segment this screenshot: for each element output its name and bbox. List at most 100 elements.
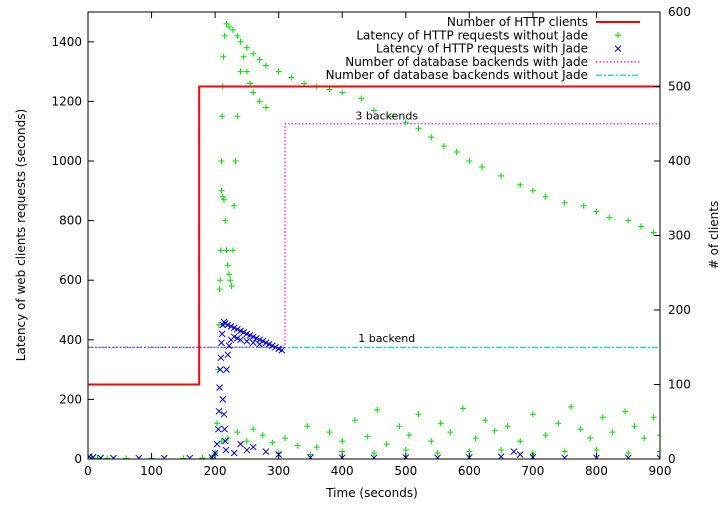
- data-point: [491, 427, 498, 434]
- data-point: [561, 448, 568, 455]
- data-point: [339, 89, 346, 96]
- data-point: [269, 439, 276, 446]
- y2-tick-label: 100: [668, 378, 691, 392]
- data-point: [262, 62, 269, 69]
- data-point: [240, 53, 247, 60]
- y-tick-label: 600: [59, 273, 82, 287]
- data-point: [234, 32, 241, 39]
- data-point: [631, 423, 638, 430]
- plot-layer: [88, 20, 660, 459]
- data-point: [294, 442, 301, 449]
- data-point: [542, 432, 549, 439]
- data-point: [237, 68, 244, 75]
- data-point: [479, 163, 486, 170]
- data-point: [219, 113, 226, 120]
- y2-tick-label: 300: [668, 229, 691, 243]
- legend-label-2: Latency of HTTP requests with Jade: [376, 42, 588, 56]
- data-point: [498, 172, 505, 179]
- data-point: [97, 454, 105, 459]
- data-point: [259, 432, 266, 439]
- data-point: [217, 354, 225, 362]
- data-point: [222, 446, 230, 454]
- data-point: [218, 330, 226, 338]
- data-point: [370, 454, 378, 459]
- x-tick-label: 800: [585, 464, 608, 478]
- data-point: [221, 32, 228, 39]
- data-point: [577, 426, 584, 433]
- data-point: [224, 351, 232, 359]
- data-point: [580, 202, 587, 209]
- data-point: [599, 414, 606, 421]
- data-point: [415, 125, 422, 132]
- data-point: [221, 425, 228, 433]
- data-point: [447, 429, 454, 436]
- data-point: [593, 208, 600, 215]
- data-point: [624, 454, 632, 459]
- y-tick-label: 0: [74, 452, 82, 466]
- data-point: [568, 403, 575, 410]
- data-point: [498, 447, 505, 454]
- series-line-0: [88, 85, 660, 386]
- y-tick-label: 200: [59, 392, 82, 406]
- y2-axis-label: # of clients: [707, 201, 721, 269]
- data-point: [243, 337, 251, 345]
- data-point: [609, 429, 616, 436]
- x-tick-label: 200: [204, 464, 227, 478]
- data-point: [220, 410, 228, 418]
- data-point: [262, 448, 270, 455]
- y-tick-label: 800: [59, 214, 82, 228]
- x-axis-label: Time (seconds): [325, 486, 418, 500]
- data-point: [516, 451, 524, 458]
- data-point: [542, 193, 549, 200]
- data-point: [625, 450, 632, 457]
- data-point: [243, 438, 250, 445]
- y-tick-label: 1400: [51, 35, 82, 49]
- data-point: [517, 438, 524, 445]
- data-point: [229, 247, 236, 254]
- data-point: [587, 435, 594, 442]
- data-point: [304, 423, 311, 430]
- data-point: [218, 158, 225, 164]
- data-point: [364, 433, 371, 440]
- data-point: [529, 187, 536, 194]
- data-point: [402, 447, 409, 454]
- axes-layer: 0 100 200 300 400 500 600 700 800 900020040060080…: [51, 5, 690, 478]
- x-tick-label: 500: [394, 464, 417, 478]
- data-point: [510, 448, 518, 455]
- data-point: [208, 454, 216, 459]
- x-tick-label: 900: [649, 464, 672, 478]
- data-point: [641, 435, 648, 442]
- data-point: [250, 50, 257, 57]
- data-point: [216, 286, 223, 293]
- data-point: [561, 199, 568, 206]
- data-point: [282, 435, 289, 442]
- data-point: [110, 454, 117, 459]
- data-point: [256, 98, 263, 105]
- data-point: [482, 417, 489, 424]
- data-point: [230, 449, 238, 457]
- data-point: [222, 217, 229, 224]
- data-point: [218, 339, 225, 347]
- data-point: [223, 366, 230, 373]
- data-point: [226, 271, 233, 278]
- data-point: [656, 454, 660, 459]
- data-point: [307, 451, 314, 458]
- data-point: [237, 440, 244, 448]
- data-point: [94, 455, 101, 459]
- series-points-1: [88, 20, 660, 459]
- data-point: [472, 435, 479, 442]
- y2-tick-label: 500: [668, 80, 691, 94]
- data-point: [231, 202, 238, 209]
- y2-tick-label: 400: [668, 154, 691, 168]
- data-point: [215, 321, 222, 328]
- x-tick-label: 300: [267, 464, 290, 478]
- y-tick-label: 1000: [51, 154, 82, 168]
- annotations: 3 backends 1 backend: [355, 109, 418, 345]
- data-point: [466, 158, 473, 164]
- data-point: [555, 420, 562, 427]
- data-point: [326, 429, 333, 436]
- data-point: [657, 448, 660, 455]
- data-point: [180, 455, 187, 459]
- data-point: [504, 423, 511, 430]
- data-point: [160, 454, 168, 459]
